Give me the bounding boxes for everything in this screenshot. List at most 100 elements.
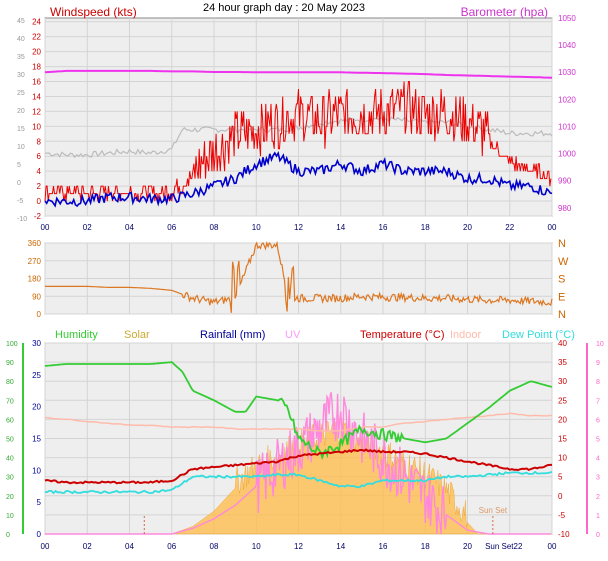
compass-tick-label: E <box>558 291 565 303</box>
temperature-x-tick-label: 20 <box>463 542 472 551</box>
direction-tick-label: 0 <box>37 310 42 319</box>
temperature-x-tick-label: Sun Set22 <box>485 542 523 551</box>
humidity-tick-label: 10 <box>6 513 14 520</box>
legend-uv: UV <box>285 329 301 341</box>
temperature-tick-label: 0 <box>558 492 563 501</box>
temperature-x-tick-label: 10 <box>252 542 261 551</box>
wind-average-blue-line <box>44 151 553 208</box>
direction-tick-label: 180 <box>28 275 42 284</box>
uv-tick-label: 9 <box>596 360 600 367</box>
wind-gust-tick-label: 15 <box>17 126 25 133</box>
wind-speed-tick-label: 14 <box>32 92 41 101</box>
wind-speed-tick-label: 16 <box>32 78 41 87</box>
humidity-line <box>44 361 553 461</box>
rainfall-tick-label: 15 <box>32 435 41 444</box>
uv-tick-label: 0 <box>596 532 600 539</box>
humidity-tick-label: 70 <box>6 398 14 405</box>
humidity-tick-label: 50 <box>6 437 14 444</box>
legend-temperature-c: Temperature (°C) <box>360 329 444 341</box>
wind-gust-tick-label: 10 <box>17 144 25 151</box>
temperature-tick-label: -10 <box>558 530 570 539</box>
uv-tick-label: 3 <box>596 475 600 482</box>
uv-tick-label: 8 <box>596 379 600 386</box>
temperature-line <box>44 448 552 485</box>
temperature-x-tick-label: 16 <box>379 542 388 551</box>
wind-speed-tick-label: 24 <box>32 18 41 27</box>
barometer-tick-label: 980 <box>558 204 572 213</box>
temperature-x-tick-label: 06 <box>167 542 176 551</box>
humidity-tick-label: 30 <box>6 475 14 482</box>
rainfall-tick-label: 0 <box>37 530 42 539</box>
legend-windspeed: Windspeed (kts) <box>50 5 137 19</box>
wind-speed-tick-label: 10 <box>32 122 41 131</box>
wind-gust-tick-label: -10 <box>17 216 27 223</box>
wind-speed-tick-label: 2 <box>37 182 42 191</box>
uv-tick-label: 1 <box>596 513 600 520</box>
humidity-tick-label: 20 <box>6 494 14 501</box>
barometer-tick-label: 1020 <box>558 95 576 104</box>
wind-gust-tick-label: -5 <box>17 198 23 205</box>
uv-tick-label: 4 <box>596 456 600 463</box>
temperature-x-tick-label: 12 <box>294 542 303 551</box>
legend-dew-point-c: Dew Point (°C) <box>502 329 575 341</box>
humidity-tick-label: 60 <box>6 417 14 424</box>
humidity-tick-label: 100 <box>6 341 18 348</box>
wind-speed-tick-label: 22 <box>32 33 41 42</box>
humidity-tick-label: 80 <box>6 379 14 386</box>
wind-direction-line <box>45 240 553 313</box>
legend-humidity: Humidity <box>55 329 98 341</box>
wind-speed-tick-label: 20 <box>32 48 41 57</box>
wind-speed-tick-label: 12 <box>32 107 41 116</box>
wind-gust-tick-label: 0 <box>17 180 21 187</box>
compass-tick-label: N <box>558 238 566 250</box>
indoor-temperature-line <box>44 412 553 432</box>
legend-indoor: Indoor <box>450 329 482 341</box>
wind-gust-tick-label: 40 <box>17 36 25 43</box>
wind-x-tick-label: 02 <box>83 223 92 232</box>
rainfall-tick-label: 30 <box>32 339 41 348</box>
wind-gust-tick-label: 45 <box>17 18 25 25</box>
rainfall-tick-label: 20 <box>32 403 41 412</box>
direction-tick-label: 90 <box>32 292 41 301</box>
temperature-tick-label: 30 <box>558 377 567 386</box>
page-title: 24 hour graph day : 20 May 2023 <box>203 2 365 14</box>
legend-barometer: Barometer (hpa) <box>461 5 548 19</box>
temperature-x-tick-label: 18 <box>421 542 430 551</box>
temperature-x-tick-label: 14 <box>336 542 345 551</box>
wind-x-tick-label: 10 <box>252 223 261 232</box>
wind-x-tick-label: 16 <box>379 223 388 232</box>
wind-gust-tick-label: 30 <box>17 72 25 79</box>
wind-gust-tick-label: 20 <box>17 108 25 115</box>
legend-rainfall-mm: Rainfall (mm) <box>200 329 265 341</box>
uv-tick-label: 5 <box>596 437 600 444</box>
temperature-tick-label: -5 <box>558 511 566 520</box>
wind-x-tick-label: 06 <box>167 223 176 232</box>
wind-x-tick-label: 08 <box>210 223 219 232</box>
barometer-line <box>44 69 553 79</box>
temperature-x-tick-label: 08 <box>210 542 219 551</box>
direction-tick-label: 360 <box>28 239 42 248</box>
temperature-x-tick-label: 00 <box>41 542 50 551</box>
wind-x-tick-label: 22 <box>505 223 514 232</box>
humidity-tick-label: 40 <box>6 456 14 463</box>
temperature-x-tick-label: 02 <box>83 542 92 551</box>
wind-x-tick-label: 12 <box>294 223 303 232</box>
compass-tick-label: W <box>558 256 569 268</box>
temperature-tick-label: 40 <box>558 339 567 348</box>
barometer-tick-label: 1000 <box>558 150 576 159</box>
temperature-tick-label: 35 <box>558 358 567 367</box>
temperature-tick-label: 10 <box>558 454 567 463</box>
rainfall-tick-label: 10 <box>32 466 41 475</box>
humidity-tick-label: 0 <box>6 532 10 539</box>
uv-tick-label: 10 <box>596 341 604 348</box>
dew-point-line <box>44 470 553 495</box>
wind-speed-tick-label: -2 <box>34 212 42 221</box>
uv-tick-label: 2 <box>596 494 600 501</box>
wind-x-tick-label: 00 <box>41 223 50 232</box>
temperature-tick-label: 20 <box>558 415 567 424</box>
temperature-x-tick-label: 04 <box>125 542 134 551</box>
rainfall-tick-label: 25 <box>32 371 41 380</box>
barometer-tick-label: 1010 <box>558 122 576 131</box>
